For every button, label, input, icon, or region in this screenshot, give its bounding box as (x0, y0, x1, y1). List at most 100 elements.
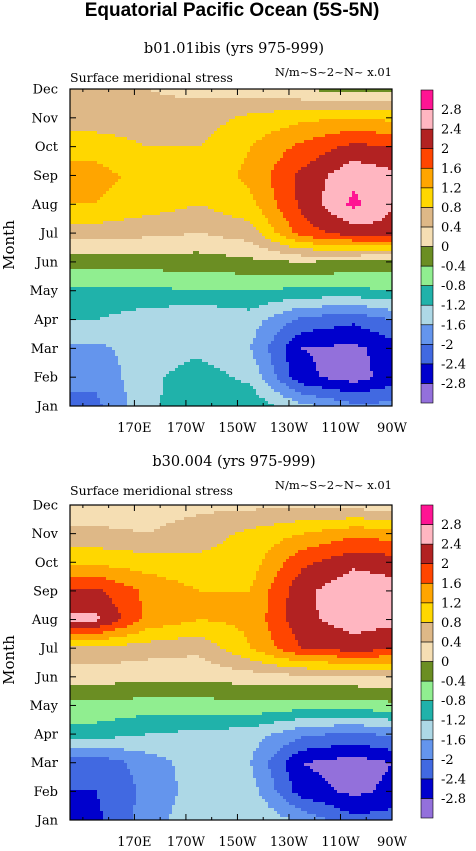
field-cell (73, 92, 76, 95)
field-cell (97, 221, 100, 224)
field-cell (187, 146, 190, 149)
field-cell (331, 122, 334, 125)
field-cell (94, 92, 97, 95)
field-cell (343, 116, 346, 119)
field-cell (217, 224, 220, 227)
field-cell (316, 158, 319, 161)
field-cell (187, 224, 190, 227)
field-cell (112, 116, 115, 119)
field-cell (340, 116, 343, 119)
field-cell (79, 140, 82, 143)
field-cell (205, 170, 208, 173)
field-cell (283, 164, 286, 167)
field-cell (109, 176, 112, 179)
field-cell (298, 194, 301, 197)
field-cell (133, 167, 136, 170)
field-cell (76, 122, 79, 125)
field-cell (313, 224, 316, 227)
field-cell (79, 227, 82, 230)
field-cell (136, 215, 139, 218)
field-cell (343, 194, 346, 197)
field-cell (298, 218, 301, 221)
field-cell (181, 197, 184, 200)
field-cell (172, 113, 175, 116)
field-cell (379, 161, 382, 164)
field-cell (115, 209, 118, 212)
field-cell (355, 116, 358, 119)
field-cell (172, 155, 175, 158)
field-cell (148, 209, 151, 212)
field-cell (292, 104, 295, 107)
field-cell (253, 221, 256, 224)
field-cell (292, 224, 295, 227)
field-cell (205, 92, 208, 95)
field-cell (85, 179, 88, 182)
field-cell (211, 152, 214, 155)
field-cell (373, 152, 376, 155)
field-cell (253, 128, 256, 131)
field-cell (376, 209, 379, 212)
field-cell (112, 146, 115, 149)
field-cell (112, 164, 115, 167)
field-cell (184, 116, 187, 119)
field-cell (253, 161, 256, 164)
field-cell (235, 164, 238, 167)
field-cell (214, 107, 217, 110)
field-cell (118, 143, 121, 146)
field-cell (274, 101, 277, 104)
field-cell (124, 152, 127, 155)
field-cell (307, 110, 310, 113)
field-cell (202, 218, 205, 221)
field-cell (316, 146, 319, 149)
field-cell (286, 113, 289, 116)
field-cell (157, 188, 160, 191)
field-cell (184, 179, 187, 182)
field-cell (244, 221, 247, 224)
field-cell (106, 131, 109, 134)
field-cell (124, 146, 127, 149)
field-cell (337, 134, 340, 137)
field-cell (256, 167, 259, 170)
field-cell (202, 191, 205, 194)
field-cell (139, 104, 142, 107)
field-cell (145, 164, 148, 167)
field-cell (340, 113, 343, 116)
field-cell (352, 107, 355, 110)
field-cell (223, 173, 226, 176)
field-cell (280, 182, 283, 185)
field-cell (277, 131, 280, 134)
field-cell (232, 170, 235, 173)
field-cell (121, 95, 124, 98)
field-cell (280, 152, 283, 155)
field-cell (292, 122, 295, 125)
field-cell (289, 221, 292, 224)
field-cell (277, 95, 280, 98)
field-cell (226, 110, 229, 113)
field-cell (127, 206, 130, 209)
field-cell (277, 224, 280, 227)
field-cell (310, 146, 313, 149)
field-cell (319, 107, 322, 110)
field-cell (346, 209, 349, 212)
field-cell (85, 128, 88, 131)
field-cell (226, 170, 229, 173)
field-cell (238, 107, 241, 110)
field-cell (349, 98, 352, 101)
field-cell (271, 173, 274, 176)
field-cell (79, 155, 82, 158)
field-cell (331, 161, 334, 164)
field-cell (283, 119, 286, 122)
field-cell (310, 116, 313, 119)
field-cell (97, 107, 100, 110)
field-cell (268, 113, 271, 116)
field-cell (247, 185, 250, 188)
field-cell (124, 224, 127, 227)
field-cell (109, 206, 112, 209)
field-cell (88, 119, 91, 122)
field-cell (232, 164, 235, 167)
field-cell (196, 158, 199, 161)
field-cell (196, 215, 199, 218)
field-cell (319, 128, 322, 131)
field-cell (280, 197, 283, 200)
field-cell (280, 176, 283, 179)
